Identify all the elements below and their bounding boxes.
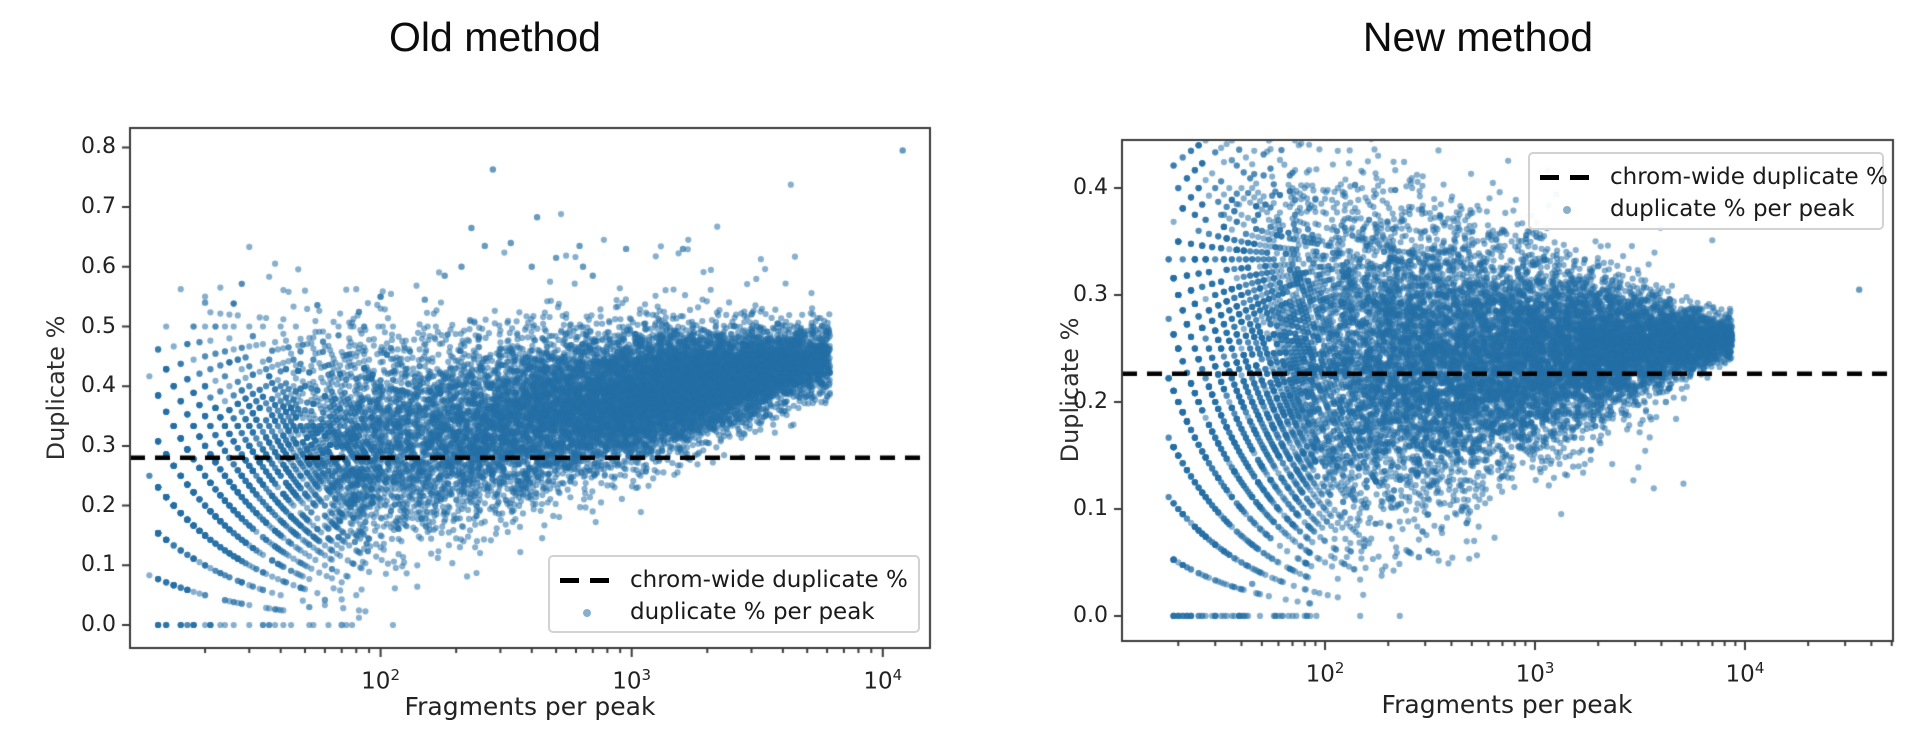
y-tick-label: 0.8 xyxy=(81,134,116,160)
x-tick-label: 104 xyxy=(863,666,903,695)
x-axis-label-left: Fragments per peak xyxy=(404,692,656,721)
y-tick-label: 0.3 xyxy=(1073,282,1108,308)
dashed-line-sample-icon xyxy=(1540,161,1592,193)
x-tick-label: 103 xyxy=(612,666,652,695)
x-tick-label: 102 xyxy=(361,666,400,695)
legend-label-threshold: chrom-wide duplicate % xyxy=(1610,164,1888,190)
y-tick-label: 0.4 xyxy=(81,373,116,399)
y-tick-label: 0.1 xyxy=(81,552,116,578)
scatter-dot-sample-icon xyxy=(1540,193,1592,225)
legend-right: chrom-wide duplicate % duplicate % per p… xyxy=(1528,152,1888,230)
y-tick-label: 0.0 xyxy=(1073,602,1108,628)
dashed-line-sample-icon xyxy=(560,564,612,596)
legend-row-threshold: chrom-wide duplicate % xyxy=(1540,161,1888,193)
legend-row-threshold: chrom-wide duplicate % xyxy=(560,564,908,596)
legend-label-scatter: duplicate % per peak xyxy=(1610,196,1855,222)
y-tick-label: 0.0 xyxy=(81,612,116,637)
plot-title-old-method: Old method xyxy=(389,14,601,60)
legend-label-threshold: chrom-wide duplicate % xyxy=(630,567,908,593)
y-tick-label: 0.6 xyxy=(81,253,116,279)
scatter-dot-sample-icon xyxy=(560,596,612,628)
x-axis-label-right: Fragments per peak xyxy=(1381,690,1633,719)
x-tick-label: 102 xyxy=(1305,659,1345,688)
y-tick-label: 0.1 xyxy=(1073,495,1108,521)
y-tick-label: 0.3 xyxy=(81,432,116,458)
legend-label-scatter: duplicate % per peak xyxy=(630,599,875,625)
y-tick-label: 0.5 xyxy=(81,313,116,339)
y-tick-label: 0.2 xyxy=(81,492,116,518)
legend-left: chrom-wide duplicate % duplicate % per p… xyxy=(548,555,920,633)
y-tick-label: 0.7 xyxy=(81,194,116,220)
legend-row-scatter: duplicate % per peak xyxy=(560,596,908,628)
y-tick-label: 0.4 xyxy=(1073,175,1108,201)
legend-row-scatter: duplicate % per peak xyxy=(1540,193,1872,225)
plot-title-new-method: New method xyxy=(1362,14,1594,60)
x-tick-label: 104 xyxy=(1725,659,1765,688)
x-tick-label: 103 xyxy=(1515,659,1555,688)
y-tick-label: 0.2 xyxy=(1073,389,1108,414)
